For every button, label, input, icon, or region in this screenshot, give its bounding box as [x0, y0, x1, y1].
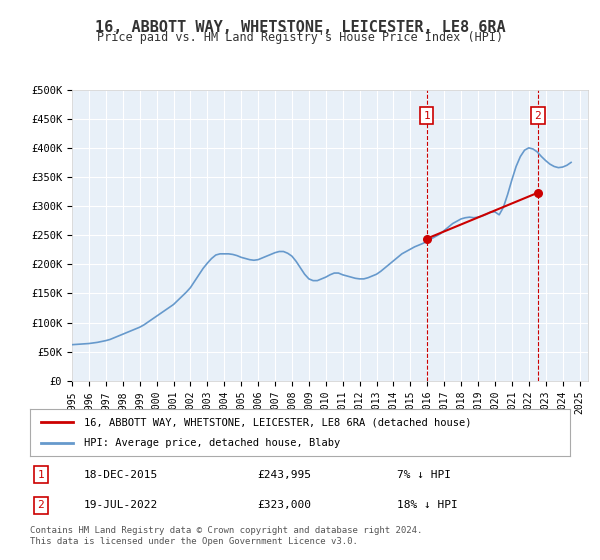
Text: 1: 1: [37, 470, 44, 479]
Text: Price paid vs. HM Land Registry's House Price Index (HPI): Price paid vs. HM Land Registry's House …: [97, 31, 503, 44]
Text: 19-JUL-2022: 19-JUL-2022: [84, 501, 158, 510]
Text: 7% ↓ HPI: 7% ↓ HPI: [397, 470, 451, 479]
Text: HPI: Average price, detached house, Blaby: HPI: Average price, detached house, Blab…: [84, 438, 340, 448]
Text: 16, ABBOTT WAY, WHETSTONE, LEICESTER, LE8 6RA: 16, ABBOTT WAY, WHETSTONE, LEICESTER, LE…: [95, 20, 505, 35]
Text: 18-DEC-2015: 18-DEC-2015: [84, 470, 158, 479]
Point: [422, 234, 431, 243]
Text: 18% ↓ HPI: 18% ↓ HPI: [397, 501, 458, 510]
Text: £323,000: £323,000: [257, 501, 311, 510]
Text: £243,995: £243,995: [257, 470, 311, 479]
Text: Contains HM Land Registry data © Crown copyright and database right 2024.
This d: Contains HM Land Registry data © Crown c…: [30, 526, 422, 546]
Point: [533, 188, 543, 197]
Text: 1: 1: [423, 111, 430, 121]
Text: 2: 2: [37, 501, 44, 510]
Text: 2: 2: [535, 111, 541, 121]
Text: 16, ABBOTT WAY, WHETSTONE, LEICESTER, LE8 6RA (detached house): 16, ABBOTT WAY, WHETSTONE, LEICESTER, LE…: [84, 417, 472, 427]
